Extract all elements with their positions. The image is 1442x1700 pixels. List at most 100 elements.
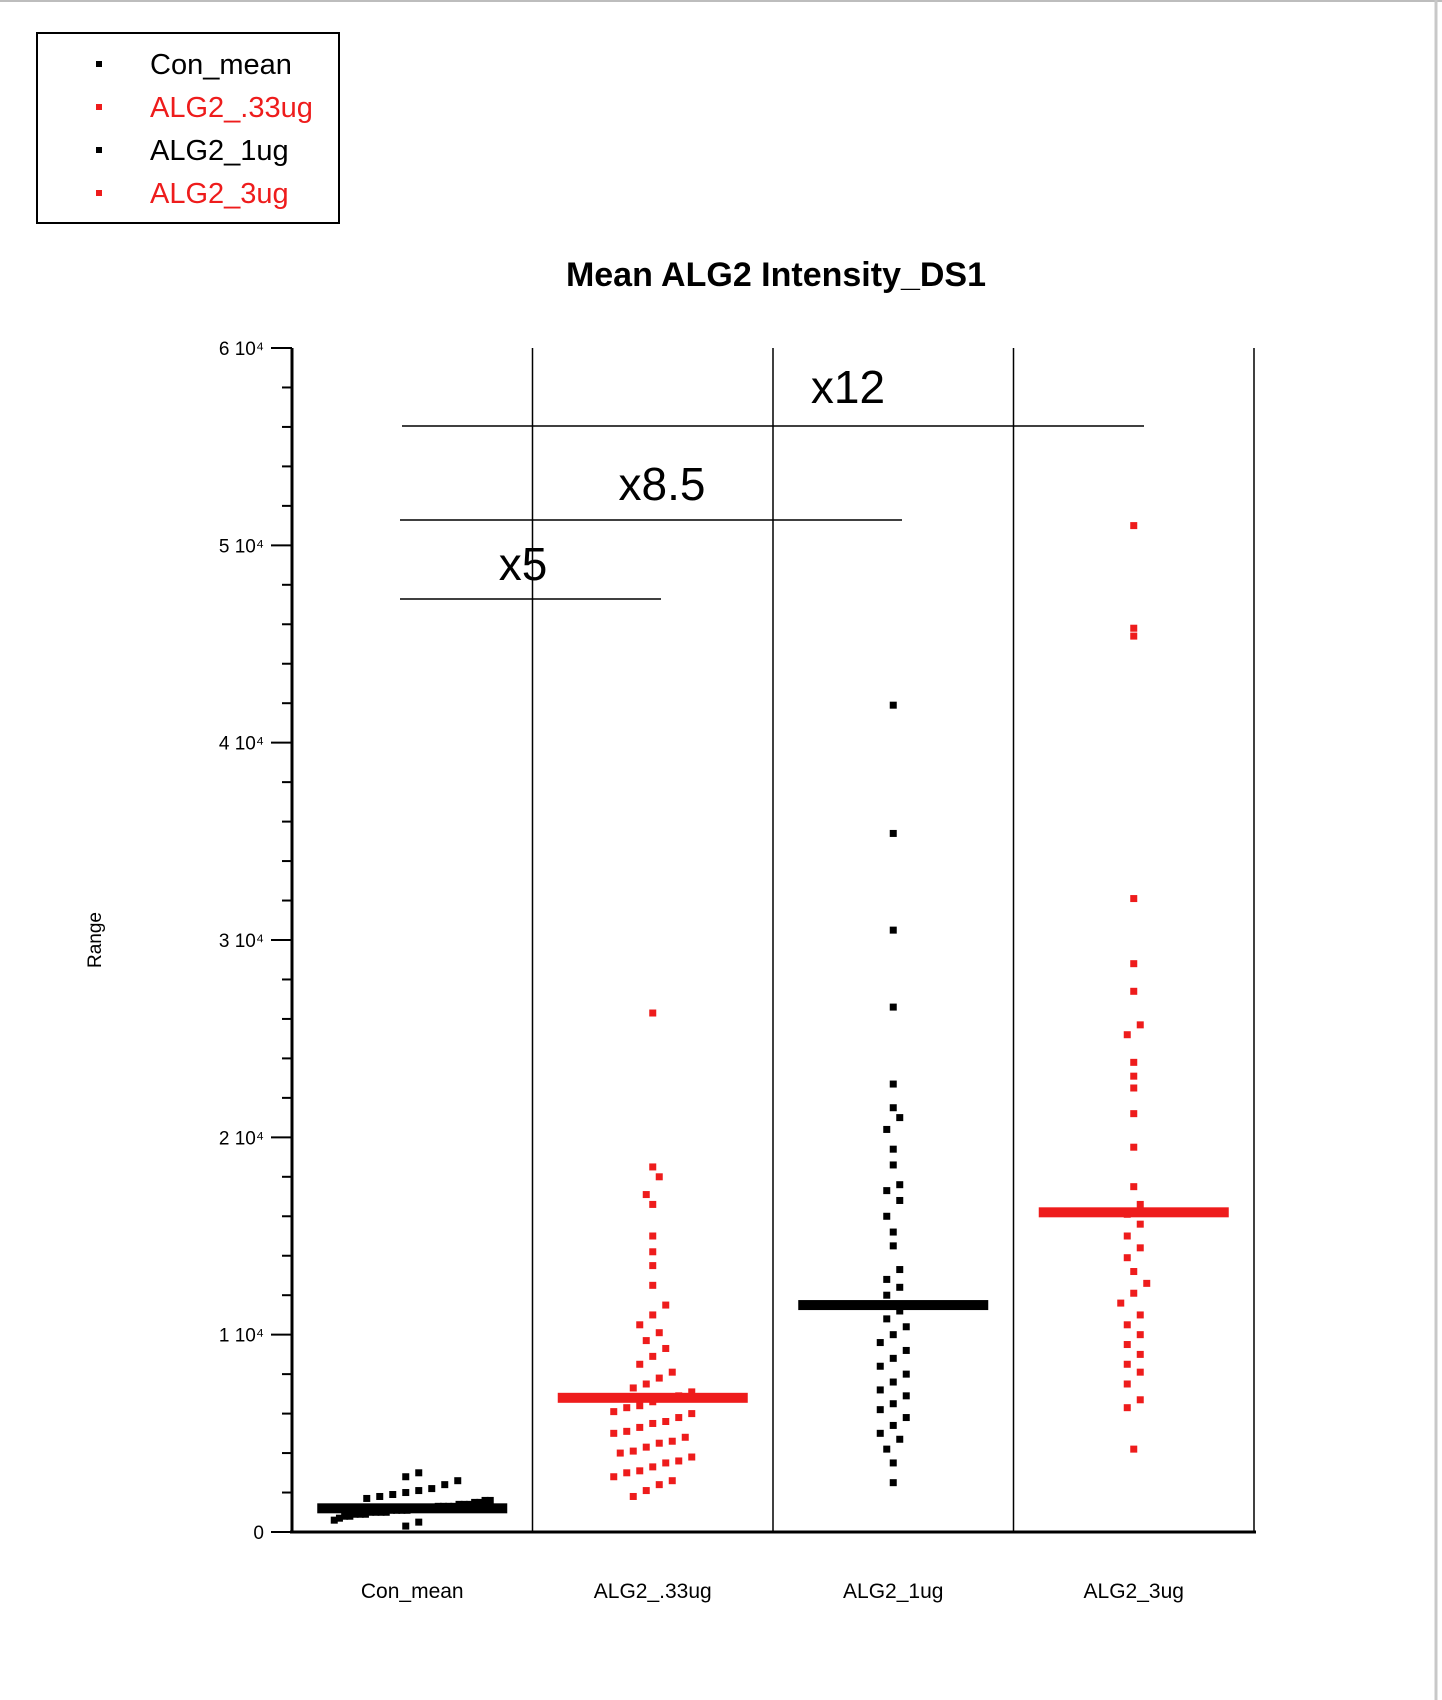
data-point	[636, 1402, 644, 1410]
data-point	[649, 1009, 657, 1017]
data-point	[902, 1370, 910, 1378]
legend-label: Con_mean	[150, 49, 292, 81]
legend-marker	[96, 147, 102, 153]
data-point	[889, 1145, 897, 1153]
data-point	[889, 1479, 897, 1487]
y-tick-label: 5 10⁴	[219, 536, 264, 557]
data-point	[876, 1362, 884, 1370]
data-point	[896, 1114, 904, 1122]
data-point	[896, 1266, 904, 1274]
data-point	[636, 1360, 644, 1368]
data-point	[1136, 1368, 1144, 1376]
data-point	[889, 1242, 897, 1250]
data-point	[902, 1346, 910, 1354]
data-point	[889, 701, 897, 709]
mean-bars	[317, 1207, 1229, 1514]
fold-change-label: x8.5	[619, 458, 706, 510]
data-point	[629, 1384, 637, 1392]
data-point	[441, 1481, 449, 1489]
data-point	[668, 1368, 676, 1376]
data-point	[486, 1496, 494, 1504]
data-point	[1130, 1268, 1138, 1276]
data-point	[1130, 1058, 1138, 1066]
data-point	[642, 1337, 650, 1345]
legend-marker	[96, 190, 102, 196]
plot-area: 0 1 10⁴ 2 10⁴ 3 10⁴ 4 10⁴ 5 10⁴ 6 10⁴ x5 x8.5 x1…	[219, 339, 1256, 1603]
data-point	[1123, 1404, 1131, 1412]
data-point	[415, 1469, 423, 1477]
y-axis-label: Range	[85, 912, 106, 968]
legend-box	[36, 32, 340, 224]
data-point	[688, 1388, 696, 1396]
data-point	[1130, 1110, 1138, 1118]
data-point	[351, 1510, 359, 1518]
data-point	[1123, 1341, 1131, 1349]
data-point	[1123, 1360, 1131, 1368]
data-point	[1123, 1254, 1131, 1262]
data-point	[1136, 1311, 1144, 1319]
data-point	[1117, 1299, 1125, 1307]
mean-bar	[798, 1300, 989, 1311]
data-point	[1130, 987, 1138, 995]
data-point	[883, 1445, 891, 1453]
data-point	[623, 1404, 631, 1412]
data-point	[476, 1498, 484, 1506]
data-point	[675, 1457, 683, 1465]
data-point	[623, 1427, 631, 1435]
data-point	[623, 1469, 631, 1477]
data-point	[363, 1494, 371, 1502]
data-point	[471, 1498, 479, 1506]
x-tick-label: ALG2_3ug	[1084, 1580, 1184, 1603]
data-point	[356, 1510, 364, 1518]
data-point	[1136, 1220, 1144, 1228]
data-point	[428, 1485, 436, 1493]
data-point	[883, 1125, 891, 1133]
data-point	[1123, 1232, 1131, 1240]
data-point	[415, 1518, 423, 1526]
data-point	[883, 1212, 891, 1220]
data-point	[668, 1437, 676, 1445]
data-point	[1130, 1084, 1138, 1092]
data-point	[1130, 960, 1138, 968]
data-point	[896, 1181, 904, 1189]
data-point	[629, 1492, 637, 1500]
data-point	[649, 1463, 657, 1471]
legend-label: ALG2_3ug	[150, 178, 289, 210]
y-ticks: 0 1 10⁴ 2 10⁴ 3 10⁴ 4 10⁴ 5 10⁴ 6 10⁴	[219, 339, 292, 1544]
data-point	[1130, 895, 1138, 903]
data-point	[896, 1435, 904, 1443]
data-point	[1123, 1321, 1131, 1329]
data-point	[649, 1200, 657, 1208]
data-point	[688, 1453, 696, 1461]
data-point	[655, 1481, 663, 1489]
data-point	[1136, 1021, 1144, 1029]
y-tick-label: 4 10⁴	[219, 734, 264, 755]
data-point	[346, 1512, 354, 1520]
data-point	[1130, 1445, 1138, 1453]
data-point	[1130, 1143, 1138, 1151]
y-tick-label: 6 10⁴	[219, 339, 264, 360]
data-point	[902, 1414, 910, 1422]
mean-bar	[557, 1392, 748, 1403]
data-point	[649, 1262, 657, 1270]
data-point	[335, 1514, 343, 1522]
data-point	[610, 1429, 618, 1437]
data-point	[649, 1311, 657, 1319]
data-point	[902, 1323, 910, 1331]
data-point	[1130, 624, 1138, 632]
x-tick-label: Con_mean	[361, 1580, 464, 1603]
data-point	[402, 1473, 410, 1481]
data-point	[655, 1439, 663, 1447]
data-point	[642, 1191, 650, 1199]
data-point	[662, 1301, 670, 1309]
data-points	[330, 522, 1151, 1530]
data-point	[649, 1352, 657, 1360]
annotations: x5 x8.5 x12	[400, 361, 1144, 600]
data-point	[896, 1196, 904, 1204]
x-tick-label: ALG2_1ug	[843, 1580, 943, 1603]
data-point	[389, 1491, 397, 1499]
data-point	[889, 1104, 897, 1112]
data-point	[1136, 1350, 1144, 1358]
